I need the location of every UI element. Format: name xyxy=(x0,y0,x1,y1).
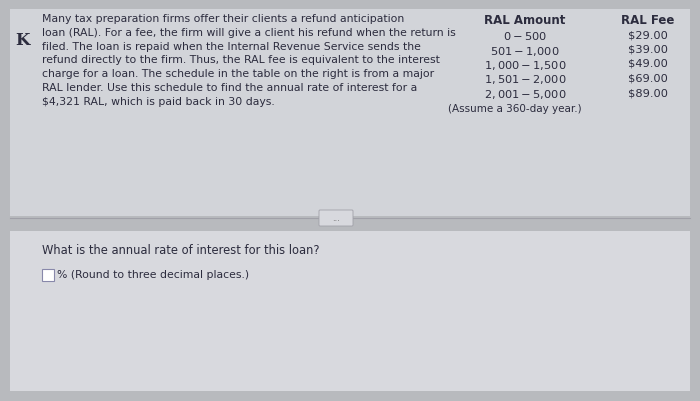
Text: ...: ... xyxy=(332,214,340,223)
Text: $29.00: $29.00 xyxy=(628,30,668,40)
Text: % (Round to three decimal places.): % (Round to three decimal places.) xyxy=(57,269,249,279)
Text: $1,000 - $1,500: $1,000 - $1,500 xyxy=(484,59,566,72)
Text: RAL Amount: RAL Amount xyxy=(484,14,566,27)
Text: $0 - $500: $0 - $500 xyxy=(503,30,547,42)
FancyBboxPatch shape xyxy=(319,211,353,227)
Text: RAL Fee: RAL Fee xyxy=(622,14,675,27)
Text: $1,501 - $2,000: $1,501 - $2,000 xyxy=(484,73,566,86)
Text: K: K xyxy=(15,32,29,49)
Text: $39.00: $39.00 xyxy=(628,45,668,55)
Text: refund directly to the firm. Thus, the RAL fee is equivalent to the interest: refund directly to the firm. Thus, the R… xyxy=(42,55,440,65)
FancyBboxPatch shape xyxy=(42,269,54,281)
Text: filed. The loan is repaid when the Internal Revenue Service sends the: filed. The loan is repaid when the Inter… xyxy=(42,41,421,51)
FancyBboxPatch shape xyxy=(10,231,690,391)
Text: Many tax preparation firms offer their clients a refund anticipation: Many tax preparation firms offer their c… xyxy=(42,14,405,24)
Text: $4,321 RAL, which is paid back in 30 days.: $4,321 RAL, which is paid back in 30 day… xyxy=(42,97,274,107)
Text: RAL lender. Use this schedule to find the annual rate of interest for a: RAL lender. Use this schedule to find th… xyxy=(42,83,417,93)
FancyBboxPatch shape xyxy=(10,10,690,217)
Text: $2,001 - $5,000: $2,001 - $5,000 xyxy=(484,88,566,101)
Text: (Assume a 360-day year.): (Assume a 360-day year.) xyxy=(448,104,582,114)
Text: $69.00: $69.00 xyxy=(628,73,668,83)
Text: What is the annual rate of interest for this loan?: What is the annual rate of interest for … xyxy=(42,243,319,256)
Text: loan (RAL). For a fee, the firm will give a client his refund when the return is: loan (RAL). For a fee, the firm will giv… xyxy=(42,28,456,38)
Text: charge for a loan. The schedule in the table on the right is from a major: charge for a loan. The schedule in the t… xyxy=(42,69,434,79)
Text: $501 - $1,000: $501 - $1,000 xyxy=(490,45,560,57)
Text: $89.00: $89.00 xyxy=(628,88,668,98)
Text: $49.00: $49.00 xyxy=(628,59,668,69)
